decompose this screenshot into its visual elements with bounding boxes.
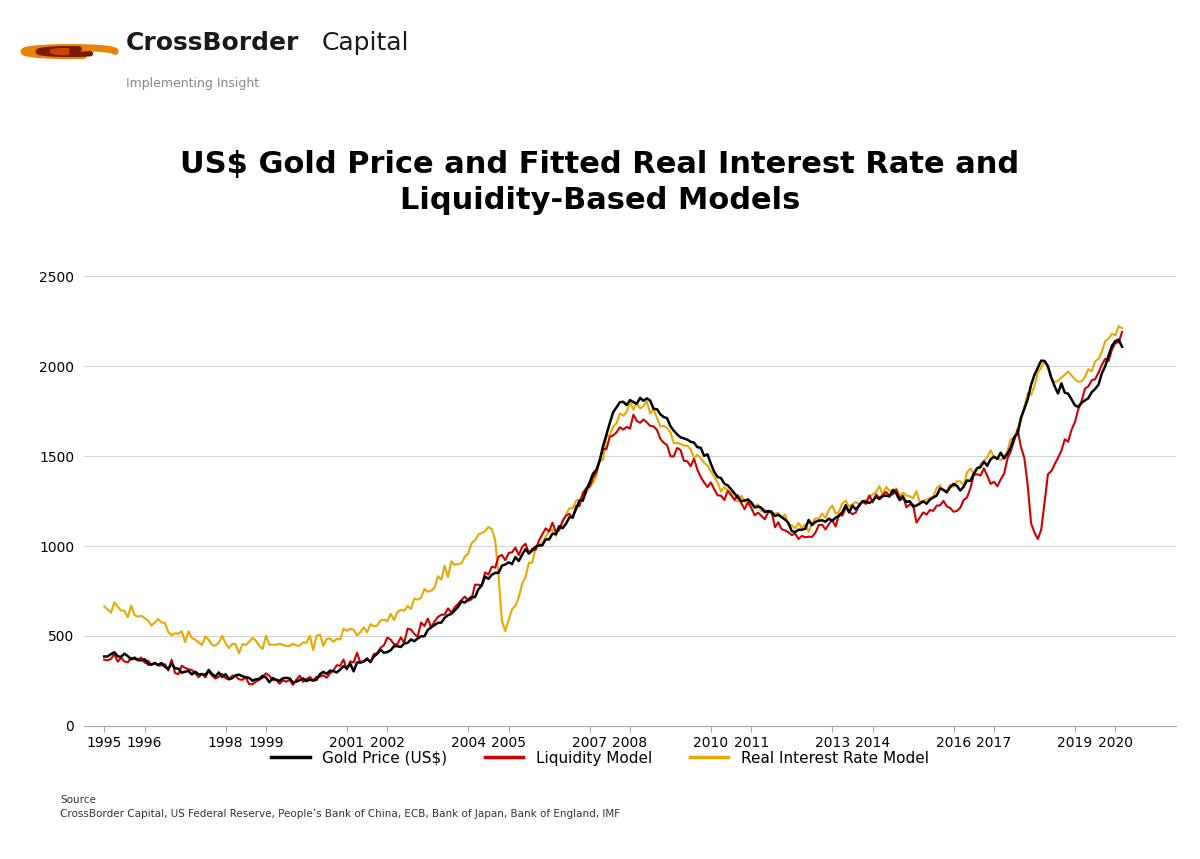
Text: US$ Gold Price and Fitted Real Interest Rate and
Liquidity-Based Models: US$ Gold Price and Fitted Real Interest … bbox=[180, 150, 1020, 215]
Text: CrossBorder: CrossBorder bbox=[126, 31, 299, 55]
Legend: Gold Price (US$), Liquidity Model, Real Interest Rate Model: Gold Price (US$), Liquidity Model, Real … bbox=[265, 745, 935, 771]
Text: Capital: Capital bbox=[322, 31, 409, 55]
Text: Source
CrossBorder Capital, US Federal Reserve, People’s Bank of China, ECB, Ban: Source CrossBorder Capital, US Federal R… bbox=[60, 795, 620, 819]
Text: Implementing Insight: Implementing Insight bbox=[126, 77, 259, 90]
